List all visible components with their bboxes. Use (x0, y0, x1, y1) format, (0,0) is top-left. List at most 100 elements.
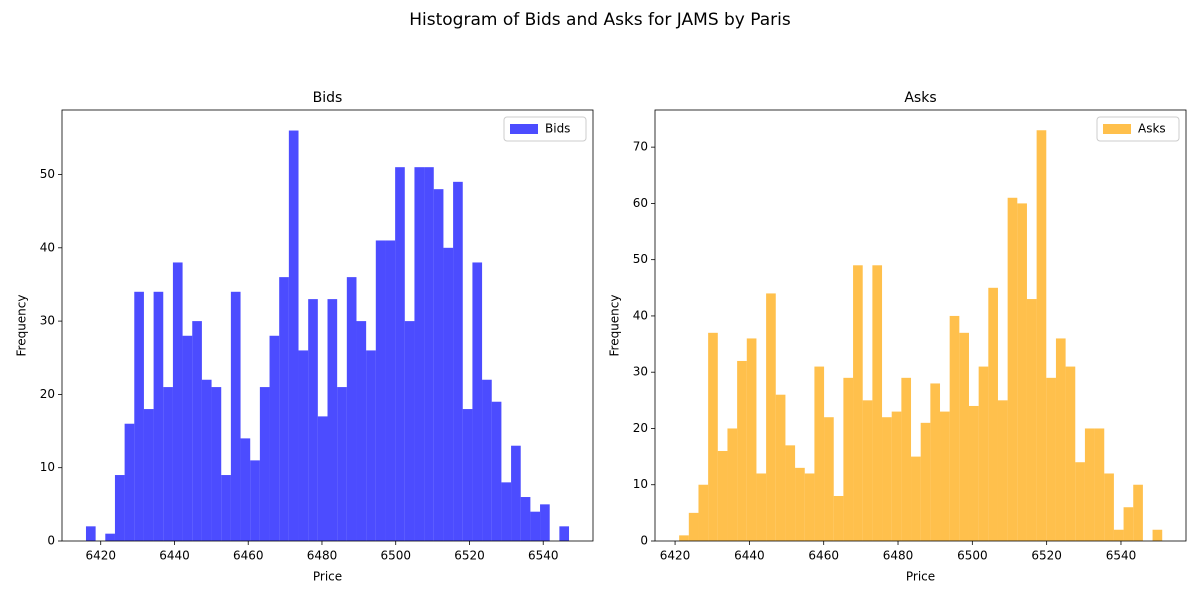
bar (85, 526, 96, 541)
y-tick-label: 50 (40, 167, 55, 181)
bar (920, 422, 931, 541)
x-tick-label: 6540 (528, 549, 559, 563)
y-tick-label: 20 (40, 387, 55, 401)
bar (804, 473, 815, 541)
bar (746, 338, 757, 541)
bar (1036, 130, 1047, 542)
bar (105, 533, 115, 541)
x-tick-label: 6540 (1106, 549, 1137, 563)
x-tick-label: 6460 (808, 549, 839, 563)
bar (308, 299, 318, 541)
bar (1123, 507, 1134, 541)
bar (882, 417, 892, 541)
bar (891, 411, 902, 541)
bar (433, 189, 444, 541)
bar (211, 387, 222, 541)
bar (737, 360, 747, 541)
bar (862, 400, 873, 541)
subplot-title: Asks (904, 90, 936, 106)
x-tick-label: 6520 (454, 549, 485, 563)
legend-label: Bids (545, 122, 570, 136)
y-axis-label: Frequency (608, 295, 622, 357)
bar (1094, 428, 1105, 541)
bar (1046, 377, 1056, 541)
x-axis-label: Price (906, 570, 935, 584)
bar (1084, 428, 1095, 541)
bar (988, 287, 998, 541)
bar (901, 377, 912, 541)
bar (501, 482, 512, 541)
bar (814, 366, 825, 541)
bar (911, 456, 921, 541)
bar (997, 400, 1008, 541)
bar (240, 438, 251, 541)
bar (182, 335, 193, 541)
bar (968, 405, 979, 541)
bar (462, 409, 473, 541)
bar (1065, 366, 1076, 541)
bar (259, 387, 270, 541)
bar (482, 379, 492, 541)
bar (192, 321, 202, 541)
bar (404, 321, 415, 541)
y-tick-label: 70 (633, 140, 648, 154)
bar (708, 332, 718, 541)
bar (698, 484, 709, 541)
x-tick-label: 6500 (957, 549, 988, 563)
bar (775, 394, 786, 541)
y-tick-label: 40 (40, 240, 55, 254)
legend: Bids (503, 116, 587, 142)
plot-frame (61, 109, 594, 542)
bar (472, 262, 483, 541)
bar (356, 321, 367, 541)
bar (940, 411, 950, 541)
bar (843, 377, 854, 541)
bar (540, 504, 550, 541)
y-tick-label: 0 (47, 534, 55, 548)
bar (201, 379, 212, 541)
bar (453, 181, 463, 542)
subplot: 6420 6440 6460 6480 6500 6520 6540 0 10 20 30 40 50 6… (608, 90, 1187, 584)
bar (414, 167, 425, 541)
bar (1055, 338, 1066, 541)
bar (930, 383, 941, 541)
x-tick-label: 6440 (159, 549, 190, 563)
bar (298, 350, 309, 541)
x-tick-label: 6520 (1031, 549, 1062, 563)
legend: Asks (1096, 116, 1180, 142)
bar (1113, 529, 1124, 541)
bar (949, 315, 960, 541)
legend-frame (1096, 116, 1180, 142)
bar (250, 460, 260, 541)
y-tick-label: 10 (633, 477, 648, 491)
bar (717, 450, 728, 541)
bar (679, 535, 689, 541)
legend-swatch (1103, 124, 1131, 134)
bar (114, 475, 125, 541)
subplot: 6420 6440 6460 6480 6500 6520 6540 0 10 20 30 40 50 B… (15, 90, 594, 584)
bar (279, 277, 289, 541)
y-tick-label: 30 (40, 314, 55, 328)
bar (688, 512, 699, 541)
bar (756, 473, 767, 541)
x-tick-label: 6420 (85, 549, 116, 563)
bar (327, 299, 338, 541)
x-tick-label: 6420 (660, 549, 691, 563)
bar (795, 467, 805, 541)
bar (978, 366, 989, 541)
y-tick-label: 10 (40, 460, 55, 474)
bar (491, 401, 502, 541)
subplot-title: Bids (313, 90, 343, 106)
bar (872, 265, 883, 541)
bar (1133, 484, 1143, 541)
bar (727, 428, 738, 541)
bar (1026, 299, 1037, 541)
bar (853, 265, 863, 541)
bar (317, 416, 328, 541)
bar (559, 526, 570, 541)
bar (337, 387, 347, 541)
bar (143, 409, 154, 541)
bar (124, 423, 135, 541)
x-tick-label: 6480 (883, 549, 914, 563)
